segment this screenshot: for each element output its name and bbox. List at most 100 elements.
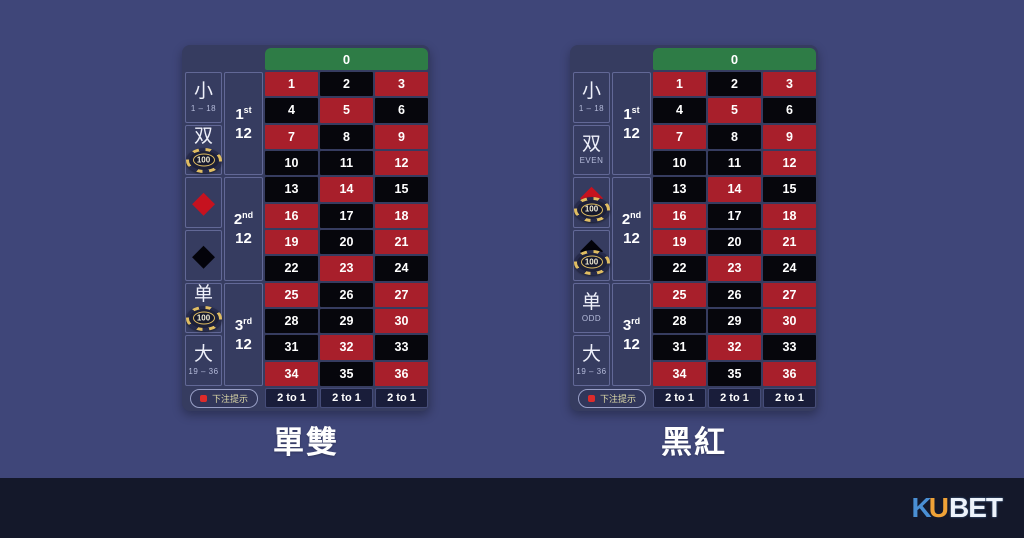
bet-number-26[interactable]: 26 (320, 282, 373, 307)
bet-number-8[interactable]: 8 (320, 124, 373, 149)
bet-number-24[interactable]: 24 (763, 256, 816, 281)
bet-number-11[interactable]: 11 (708, 151, 761, 176)
bet-column-2to1-2[interactable]: 2 to 1 (708, 388, 761, 408)
bet-number-20[interactable]: 20 (708, 230, 761, 255)
bet-number-23[interactable]: 23 (320, 256, 373, 281)
bet-number-30[interactable]: 30 (375, 309, 428, 334)
bet-number-21[interactable]: 21 (375, 230, 428, 255)
bet-number-8[interactable]: 8 (708, 124, 761, 149)
bet-number-18[interactable]: 18 (763, 203, 816, 228)
bet-number-34[interactable]: 34 (265, 361, 318, 386)
bet-column-2to1-3[interactable]: 2 to 1 (763, 388, 816, 408)
bet-number-19[interactable]: 19 (653, 230, 706, 255)
bet-black-diamond[interactable]: ◆100 (573, 230, 610, 281)
bet-column-2to1-2[interactable]: 2 to 1 (320, 388, 373, 408)
bet-big-19-36[interactable]: 大 19 – 36 (185, 335, 222, 386)
bet-number-2[interactable]: 2 (708, 72, 761, 97)
bet-even[interactable]: 双 EVEN (573, 124, 610, 176)
bet-number-29[interactable]: 29 (708, 309, 761, 334)
bet-number-7[interactable]: 7 (653, 124, 706, 149)
bet-number-1[interactable]: 1 (265, 72, 318, 97)
bet-number-5[interactable]: 5 (320, 98, 373, 123)
bet-number-35[interactable]: 35 (708, 361, 761, 386)
bet-number-15[interactable]: 15 (375, 177, 428, 202)
bet-number-36[interactable]: 36 (375, 361, 428, 386)
bet-dozen-1st[interactable]: 1st 12 (224, 72, 263, 176)
bet-number-19[interactable]: 19 (265, 230, 318, 255)
bet-black-diamond[interactable]: ◆ (185, 230, 222, 281)
bet-number-9[interactable]: 9 (375, 124, 428, 149)
bet-number-14[interactable]: 14 (320, 177, 373, 202)
bet-number-16[interactable]: 16 (653, 203, 706, 228)
bet-number-31[interactable]: 31 (653, 335, 706, 360)
bet-number-28[interactable]: 28 (265, 309, 318, 334)
bet-dozen-3rd[interactable]: 3rd 12 (612, 282, 651, 386)
bet-number-36[interactable]: 36 (763, 361, 816, 386)
bet-number-26[interactable]: 26 (708, 282, 761, 307)
bet-number-27[interactable]: 27 (375, 282, 428, 307)
bet-number-13[interactable]: 13 (265, 177, 318, 202)
bet-odd[interactable]: 单 ODD (573, 282, 610, 334)
bet-dozen-3rd[interactable]: 3rd 12 (224, 282, 263, 386)
bet-number-10[interactable]: 10 (265, 151, 318, 176)
bet-dozen-2nd[interactable]: 2nd 12 (612, 177, 651, 281)
bet-number-35[interactable]: 35 (320, 361, 373, 386)
bet-number-17[interactable]: 17 (320, 203, 373, 228)
bet-number-9[interactable]: 9 (763, 124, 816, 149)
bet-number-28[interactable]: 28 (653, 309, 706, 334)
bet-number-4[interactable]: 4 (653, 98, 706, 123)
bet-column-2to1-1[interactable]: 2 to 1 (265, 388, 318, 408)
bet-number-34[interactable]: 34 (653, 361, 706, 386)
bet-number-14[interactable]: 14 (708, 177, 761, 202)
bet-number-25[interactable]: 25 (265, 282, 318, 307)
bet-number-32[interactable]: 32 (708, 335, 761, 360)
bet-number-20[interactable]: 20 (320, 230, 373, 255)
bet-number-23[interactable]: 23 (708, 256, 761, 281)
bet-number-27[interactable]: 27 (763, 282, 816, 307)
bet-number-32[interactable]: 32 (320, 335, 373, 360)
bet-number-18[interactable]: 18 (375, 203, 428, 228)
bet-zero[interactable]: 0 (653, 48, 816, 70)
bet-column-2to1-1[interactable]: 2 to 1 (653, 388, 706, 408)
bet-hint-button[interactable]: 下注提示 (189, 388, 258, 408)
bet-number-4[interactable]: 4 (265, 98, 318, 123)
bet-number-13[interactable]: 13 (653, 177, 706, 202)
bet-number-12[interactable]: 12 (763, 151, 816, 176)
bet-number-3[interactable]: 3 (375, 72, 428, 97)
bet-hint-button[interactable]: 下注提示 (577, 388, 646, 408)
bet-number-30[interactable]: 30 (763, 309, 816, 334)
bet-red-diamond[interactable]: ◆100 (573, 177, 610, 228)
bet-number-21[interactable]: 21 (763, 230, 816, 255)
bet-number-1[interactable]: 1 (653, 72, 706, 97)
bet-red-diamond[interactable]: ◆ (185, 177, 222, 228)
bet-dozen-2nd[interactable]: 2nd 12 (224, 177, 263, 281)
bet-number-7[interactable]: 7 (265, 124, 318, 149)
bet-zero[interactable]: 0 (265, 48, 428, 70)
bet-number-24[interactable]: 24 (375, 256, 428, 281)
bet-column-2to1-3[interactable]: 2 to 1 (375, 388, 428, 408)
bet-number-25[interactable]: 25 (653, 282, 706, 307)
bet-number-17[interactable]: 17 (708, 203, 761, 228)
bet-dozen-1st[interactable]: 1st 12 (612, 72, 651, 176)
bet-big-19-36[interactable]: 大 19 – 36 (573, 335, 610, 386)
bet-number-33[interactable]: 33 (763, 335, 816, 360)
bet-number-22[interactable]: 22 (653, 256, 706, 281)
bet-number-2[interactable]: 2 (320, 72, 373, 97)
bet-number-29[interactable]: 29 (320, 309, 373, 334)
bet-number-3[interactable]: 3 (763, 72, 816, 97)
bet-number-12[interactable]: 12 (375, 151, 428, 176)
bet-number-22[interactable]: 22 (265, 256, 318, 281)
bet-number-5[interactable]: 5 (708, 98, 761, 123)
bet-number-15[interactable]: 15 (763, 177, 816, 202)
bet-odd[interactable]: 单 100 (185, 282, 222, 334)
bet-number-31[interactable]: 31 (265, 335, 318, 360)
bet-number-6[interactable]: 6 (375, 98, 428, 123)
bet-number-10[interactable]: 10 (653, 151, 706, 176)
bet-even[interactable]: 双 100 (185, 124, 222, 176)
bet-number-33[interactable]: 33 (375, 335, 428, 360)
bet-number-16[interactable]: 16 (265, 203, 318, 228)
bet-number-6[interactable]: 6 (763, 98, 816, 123)
bet-number-11[interactable]: 11 (320, 151, 373, 176)
